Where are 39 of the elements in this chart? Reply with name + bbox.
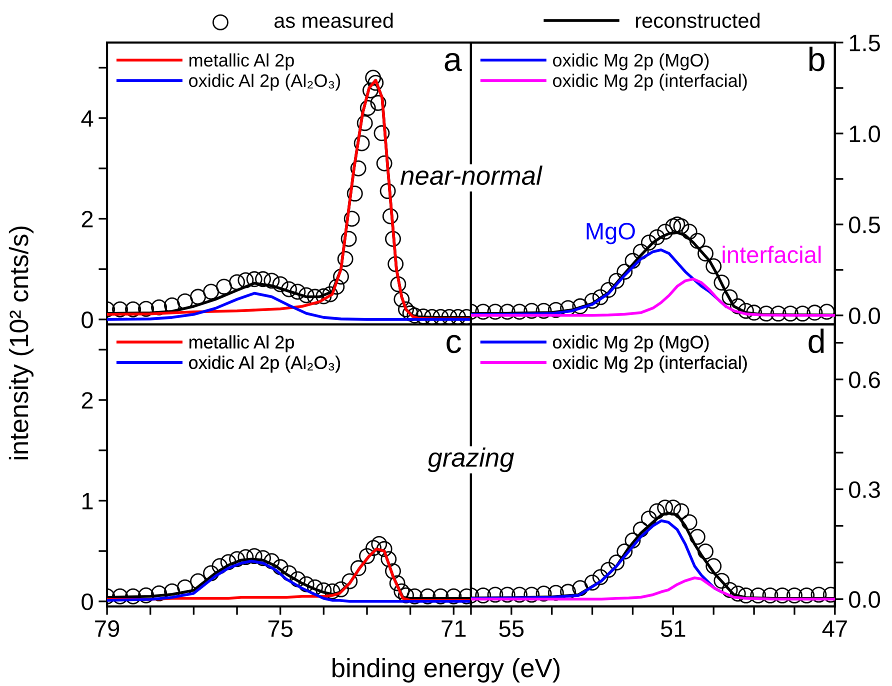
x-axis-title: binding energy (eV): [332, 658, 560, 683]
legend-label: oxidic Mg 2p (MgO): [552, 335, 709, 352]
y2-tick-label: 0.3: [849, 481, 880, 498]
x-tick-label: 75: [268, 620, 292, 637]
annotation: grazing: [428, 448, 514, 472]
y2-tick-label: 0.0: [849, 591, 880, 608]
annotation: a: [444, 52, 462, 72]
legend-label: reconstructed: [636, 12, 760, 28]
x-tick-label: 51: [660, 620, 686, 637]
annotation: b: [809, 46, 824, 72]
x-tick-label: 71: [442, 620, 466, 637]
x-tick-label: 47: [822, 620, 847, 637]
legend-label: oxidic Mg 2p (interfacial): [552, 356, 747, 373]
y-tick-label: 0: [82, 312, 93, 328]
y2-tick-label: 1.5: [850, 34, 880, 52]
x-tick-label: 55: [499, 620, 524, 637]
legend-label: metallic Al 2p: [189, 335, 294, 352]
annotation: near-normal: [400, 166, 542, 185]
annotation: c: [446, 334, 461, 354]
y2-tick-label: 1.0: [850, 126, 880, 142]
annotation: d: [808, 328, 824, 354]
y2-tick-label: 0.0: [849, 307, 880, 324]
legend-label: as measured: [274, 12, 393, 28]
x-tick-label: 79: [95, 620, 120, 637]
legend-label: oxidic Mg 2p (MgO): [552, 53, 709, 70]
legend-label: oxidic Al 2p (Al₂O₃): [189, 74, 340, 91]
y-tick-label: 0: [82, 593, 93, 610]
annotation: MgO: [586, 222, 635, 244]
y2-tick-label: 0.5: [849, 216, 880, 234]
legend-label: oxidic Mg 2p (interfacial): [552, 74, 747, 91]
y2-tick-label: 0.6: [849, 371, 880, 388]
y-tick-label: 4: [81, 110, 94, 127]
annotation: interfacial: [722, 246, 821, 264]
legend-label: metallic Al 2p: [189, 53, 294, 70]
y-tick-label: 1: [82, 493, 93, 510]
legend-label: oxidic Al 2p (Al₂O₃): [189, 356, 340, 373]
y-tick-label: 2: [82, 392, 93, 409]
y-axis-title: intensity (10² cnts/s): [8, 226, 34, 460]
y-tick-label: 2: [82, 210, 93, 228]
